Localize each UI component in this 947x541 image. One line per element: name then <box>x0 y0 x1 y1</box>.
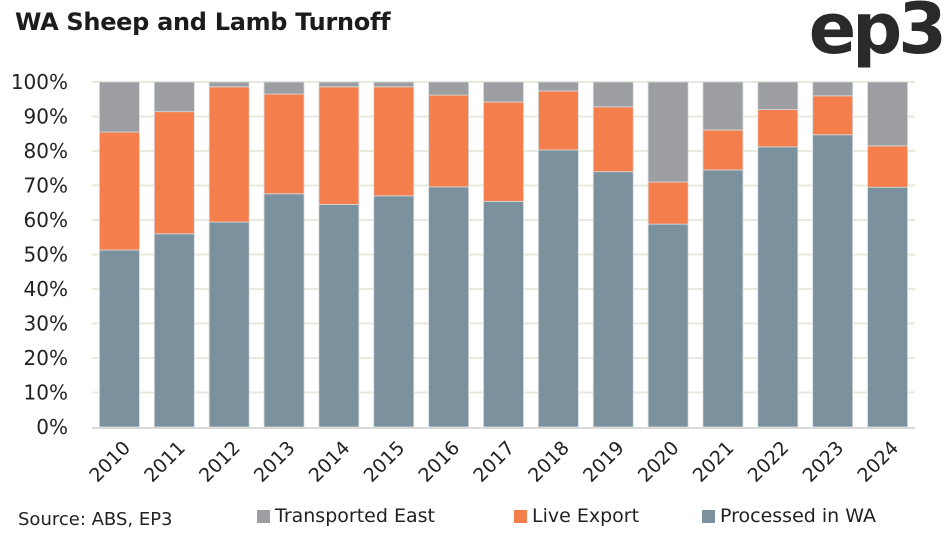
bar-segment-transported-east-2024 <box>867 81 908 147</box>
bar-segment-processed-in-wa-2016 <box>428 186 470 428</box>
x-tick-label: 2011 <box>140 437 190 487</box>
x-tick-label: 2016 <box>414 437 464 487</box>
bar-segment-processed-in-wa-2023 <box>812 134 854 428</box>
bar-segment-processed-in-wa-2020 <box>647 223 689 428</box>
legend-item-transported-east: Transported East <box>257 505 435 527</box>
bar-segment-transported-east-2020 <box>647 81 689 183</box>
bar-segment-processed-in-wa-2010 <box>99 249 140 428</box>
x-tick-label: 2023 <box>798 437 848 487</box>
y-tick-label: 30% <box>24 312 68 336</box>
y-tick-label: 20% <box>24 346 68 370</box>
y-tick-label: 90% <box>24 105 68 129</box>
bar-segment-processed-in-wa-2012 <box>208 221 250 428</box>
bar-segment-processed-in-wa-2015 <box>373 195 415 428</box>
bar-segment-transported-east-2018 <box>537 81 579 92</box>
legend-swatch-live-export <box>514 509 527 523</box>
x-tick-label: 2010 <box>85 437 135 487</box>
legend-label-transported-east: Transported East <box>275 505 435 527</box>
bar-segment-processed-in-wa-2019 <box>592 171 634 428</box>
x-axis-ticks: 2010 2011 2012 2013 2014 2015 2016 2017 2018 2019… <box>85 437 903 487</box>
bar-segment-transported-east-2017 <box>483 81 524 103</box>
bar-segment-transported-east-2013 <box>263 81 305 95</box>
y-tick-label: 10% <box>24 381 68 405</box>
legend-label-processed-in-wa: Processed in WA <box>720 505 876 527</box>
bar-segment-live-export-2012 <box>208 86 250 223</box>
y-tick-label: 0% <box>36 415 68 439</box>
bar-segment-processed-in-wa-2011 <box>153 233 195 428</box>
bar-segment-live-export-2016 <box>428 94 470 188</box>
bar-segment-transported-east-2015 <box>373 81 415 88</box>
bar-segment-transported-east-2022 <box>757 81 799 111</box>
source-note: Source: ABS, EP3 <box>18 509 173 530</box>
y-tick-label: 60% <box>24 208 68 232</box>
y-tick-label: 100% <box>11 70 68 94</box>
bar-segment-live-export-2022 <box>757 109 799 148</box>
bar-segment-live-export-2019 <box>592 106 634 173</box>
x-tick-label: 2015 <box>360 437 410 487</box>
y-tick-label: 70% <box>24 174 68 198</box>
bar-segment-live-export-2013 <box>263 93 305 195</box>
x-tick-label: 2017 <box>469 437 519 487</box>
y-axis-ticks: 0% 10% 20% 30% 40% 50% 60% 70% 80% 90% 100% <box>11 70 68 439</box>
ep3-logo: ep3 <box>808 0 947 70</box>
x-tick-label: 2013 <box>250 437 300 487</box>
x-tick-label: 2024 <box>853 437 903 487</box>
legend-item-processed-in-wa: Processed in WA <box>702 505 876 527</box>
bar-segment-live-export-2017 <box>483 101 524 202</box>
bars <box>99 81 908 428</box>
bar-segment-processed-in-wa-2014 <box>318 204 360 428</box>
bar-segment-transported-east-2021 <box>702 81 744 131</box>
bar-segment-transported-east-2019 <box>592 81 634 108</box>
bar-segment-processed-in-wa-2018 <box>537 149 579 428</box>
x-tick-label: 2020 <box>634 437 684 487</box>
bar-segment-transported-east-2023 <box>812 81 854 97</box>
bar-segment-live-export-2010 <box>99 131 140 251</box>
y-tick-label: 50% <box>24 243 68 267</box>
bar-segment-processed-in-wa-2022 <box>757 146 799 428</box>
bar-segment-live-export-2024 <box>867 145 908 188</box>
x-tick-label: 2012 <box>195 437 245 487</box>
bar-segment-live-export-2015 <box>373 86 415 197</box>
y-tick-label: 40% <box>24 277 68 301</box>
bar-segment-transported-east-2012 <box>208 81 250 88</box>
chart-title: WA Sheep and Lamb Turnoff <box>15 8 391 36</box>
legend-label-live-export: Live Export <box>532 505 640 527</box>
bar-segment-live-export-2020 <box>647 181 689 225</box>
bar-segment-processed-in-wa-2024 <box>867 186 908 428</box>
legend-swatch-processed-in-wa <box>702 509 715 523</box>
bar-segment-processed-in-wa-2013 <box>263 193 305 428</box>
bar-segment-transported-east-2011 <box>153 81 195 113</box>
legend-swatch-transported-east <box>257 509 270 523</box>
x-tick-label: 2018 <box>524 437 574 487</box>
legend-item-live-export: Live Export <box>514 505 639 527</box>
bar-segment-transported-east-2014 <box>318 81 360 88</box>
x-tick-label: 2014 <box>305 437 355 487</box>
bar-segment-processed-in-wa-2017 <box>483 200 524 428</box>
bar-segment-live-export-2014 <box>318 86 360 205</box>
bar-segment-processed-in-wa-2021 <box>702 169 744 428</box>
bar-segment-live-export-2011 <box>153 111 195 235</box>
bar-segment-live-export-2018 <box>537 90 579 151</box>
bar-segment-transported-east-2016 <box>428 81 470 96</box>
x-tick-label: 2021 <box>689 437 739 487</box>
bar-segment-transported-east-2010 <box>99 81 140 133</box>
bar-segment-live-export-2023 <box>812 95 854 136</box>
x-tick-label: 2022 <box>744 437 794 487</box>
y-tick-label: 80% <box>24 139 68 163</box>
x-tick-label: 2019 <box>579 437 629 487</box>
bar-segment-live-export-2021 <box>702 129 744 171</box>
